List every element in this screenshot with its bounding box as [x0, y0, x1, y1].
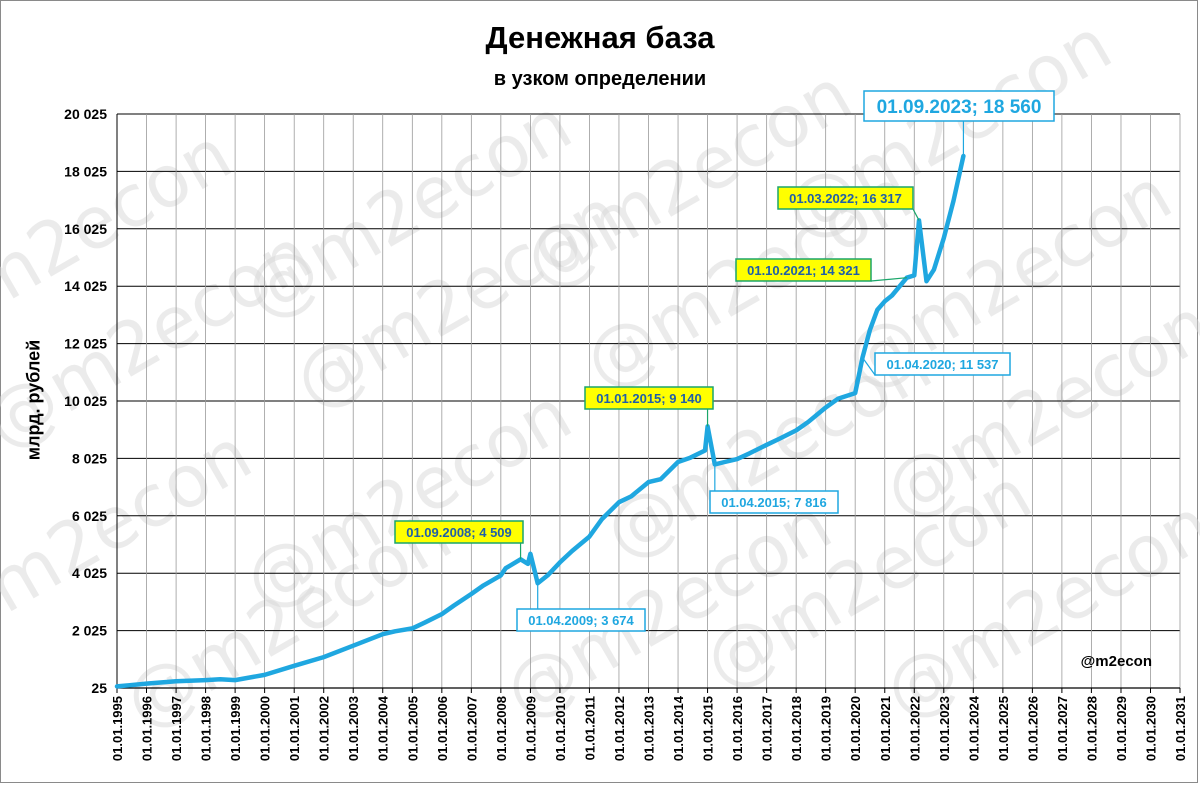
- x-tick-label: 01.01.2016: [730, 696, 745, 761]
- annotation-label: 01.04.2009; 3 674: [528, 613, 634, 628]
- x-tick-label: 01.01.2024: [966, 695, 981, 761]
- annotation-box: [863, 90, 1055, 122]
- author-credit: @m2econ: [1080, 653, 1152, 670]
- x-tick-label: 01.01.2028: [1084, 696, 1099, 761]
- x-tick-label: 01.01.2010: [553, 696, 568, 761]
- y-tick-label: 20 025: [64, 106, 107, 122]
- y-tick-label: 6 025: [72, 508, 107, 524]
- x-tick-label: 01.01.2023: [937, 696, 952, 761]
- x-tick-label: 01.01.1996: [140, 696, 155, 761]
- annotation-box: [735, 258, 872, 282]
- x-tick-label: 01.01.2022: [907, 696, 922, 761]
- chart-subtitle: в узком определении: [493, 68, 707, 90]
- annotation-box: [516, 608, 646, 632]
- x-tick-label: 01.01.2019: [819, 696, 834, 761]
- annotation-box: [394, 520, 524, 544]
- y-tick-label: 18 025: [64, 163, 107, 179]
- annotation-label: 01.09.2023; 18 560: [877, 97, 1042, 118]
- x-tick-label: 01.01.2020: [848, 696, 863, 761]
- x-tick-label: 01.01.1998: [199, 696, 214, 761]
- x-tick-layer: 01.01.1995 01.01.1996 01.01.1997 01.01.1998…: [110, 688, 1188, 761]
- y-tick-label: 12 025: [64, 336, 107, 352]
- x-tick-label: 01.01.2029: [1114, 696, 1129, 761]
- y-tick-label: 2 025: [72, 623, 107, 639]
- x-tick-label: 01.01.2012: [612, 696, 627, 761]
- x-tick-label: 01.01.2006: [435, 696, 450, 761]
- x-tick-label: 01.01.2025: [996, 696, 1011, 761]
- x-tick-label: 01.01.2027: [1055, 696, 1070, 761]
- x-tick-label: 01.01.2011: [582, 696, 597, 760]
- annotation-label: 01.04.2015; 7 816: [721, 495, 827, 510]
- x-tick-label: 01.01.2009: [523, 696, 538, 761]
- x-tick-label: 01.01.2000: [258, 696, 273, 761]
- x-tick-label: 01.01.2021: [878, 696, 893, 761]
- x-tick-label: 01.01.2002: [317, 696, 332, 761]
- x-tick-label: 01.01.2030: [1143, 696, 1158, 761]
- y-tick-label: 16 025: [64, 221, 107, 237]
- x-tick-label: 01.01.2003: [346, 696, 361, 761]
- chart-title: Денежная база: [485, 20, 715, 55]
- annotation-box: [709, 490, 839, 514]
- annotation-box: [874, 352, 1011, 376]
- x-tick-label: 01.01.2008: [494, 696, 509, 761]
- y-axis-label: млрд. рублей: [23, 339, 44, 461]
- annotation-layer: 01.09.2008; 4 509 01.04.2009; 3 674 01.01.…: [394, 90, 1055, 632]
- annotation-label: 01.09.2008; 4 509: [406, 525, 512, 540]
- y-tick-layer: 25 2 025 4 025 6 025 8 025 10 025 12 025 14 025…: [64, 106, 107, 696]
- series-layer: [114, 153, 966, 689]
- annotation-box: [777, 186, 914, 210]
- x-tick-label: 01.01.2026: [1025, 696, 1040, 761]
- x-tick-label: 01.01.2004: [376, 695, 391, 761]
- y-tick-label: 4 025: [72, 565, 107, 581]
- y-tick-label: 10 025: [64, 393, 107, 409]
- annotation-leader: [862, 357, 876, 376]
- annotation-leader: [912, 208, 920, 221]
- x-tick-label: 01.01.2014: [671, 695, 686, 761]
- x-tick-label: 01.01.2001: [287, 696, 302, 761]
- annotation-label: 01.10.2021; 14 321: [747, 263, 860, 278]
- x-tick-label: 01.01.2007: [464, 696, 479, 761]
- x-tick-label: 01.01.2015: [701, 696, 716, 761]
- x-tick-label: 01.01.2005: [405, 696, 420, 761]
- annotation-box: [584, 386, 714, 410]
- annotation-leader: [870, 277, 907, 282]
- x-tick-label: 01.01.1999: [228, 696, 243, 761]
- annotation-label: 01.01.2015; 9 140: [596, 391, 702, 406]
- annotation-label: 01.03.2022; 16 317: [789, 191, 902, 206]
- annotation-label: 01.04.2020; 11 537: [886, 357, 998, 372]
- x-tick-label: 01.01.2031: [1173, 696, 1188, 761]
- series-line: [114, 153, 966, 689]
- y-tick-label: 8 025: [72, 450, 107, 466]
- y-tick-label: 25: [91, 680, 107, 696]
- x-tick-label: 01.01.1995: [110, 696, 125, 761]
- x-tick-label: 01.01.2013: [642, 696, 657, 761]
- x-tick-label: 01.01.1997: [169, 696, 184, 761]
- x-tick-label: 01.01.2017: [760, 696, 775, 761]
- y-tick-label: 14 025: [64, 278, 107, 294]
- x-tick-label: 01.01.2018: [789, 696, 804, 761]
